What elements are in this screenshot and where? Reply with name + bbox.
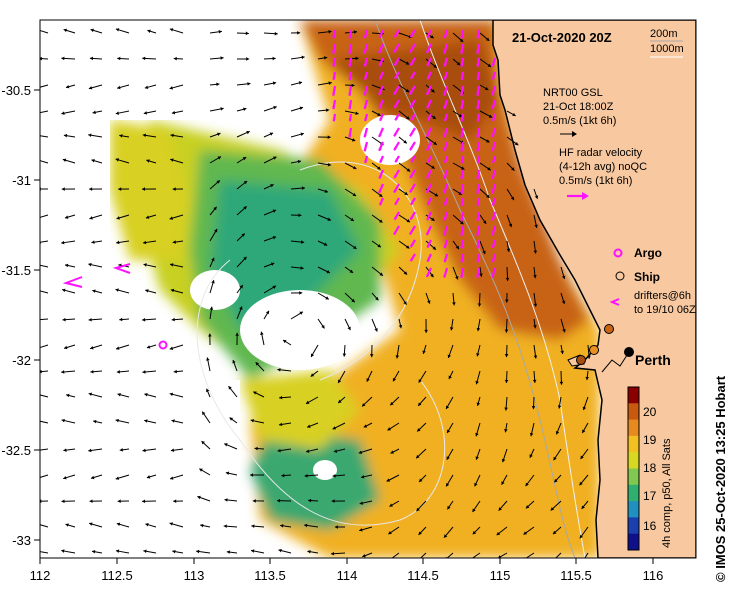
y-tick-32: -32: [12, 353, 31, 368]
drifter-tracks: [62, 263, 131, 288]
date-label: 21-Oct-2020 20Z: [512, 30, 612, 45]
perth-label: Perth: [635, 352, 671, 368]
credit-text: © IMOS 25-Oct-2020 13:25 Hobart: [713, 375, 728, 582]
x-tick-113: 113: [184, 568, 205, 583]
perth-road: [601, 351, 630, 373]
argo-float-marker: [158, 340, 168, 350]
colorbar-tick-19: 19: [643, 433, 657, 447]
colorbar-cell: [628, 501, 639, 518]
gsl-label-title: NRT00 GSL: [543, 87, 603, 99]
legend-drifter-marker: [609, 298, 620, 306]
y-tick-labels: -30.5 -31 -31.5 -32 -32.5 -33: [1, 83, 31, 548]
x-axis: [39, 558, 654, 564]
legend-ship-label: Ship: [634, 270, 660, 284]
x-tick-115.5: 115.5: [560, 568, 592, 583]
colorbar-cell: [628, 435, 639, 453]
colorbar-tick-16: 16: [643, 519, 657, 533]
y-tick-32.5: -32.5: [1, 443, 31, 458]
gsl-current-arrows: [40, 28, 591, 558]
legend-argo-label: Argo: [634, 246, 662, 260]
colorbar-cell: [628, 468, 639, 486]
colorbar-cell: [628, 419, 639, 437]
x-tick-115: 115: [490, 568, 511, 583]
map-frame: [39, 19, 697, 559]
legend-argo-marker: [613, 248, 623, 258]
legend-drifter-date: to 19/10 06Z: [634, 304, 696, 316]
gsl-label-scale: 0.5m/s (1kt 6h): [543, 115, 616, 127]
x-tick-114.5: 114.5: [407, 568, 439, 583]
isobaths: [196, 20, 586, 558]
y-tick-30.5: -30.5: [1, 83, 31, 98]
map-legend: 21-Oct-2020 20Z 200m 1000m NRT00 GSL 21-…: [512, 28, 696, 368]
gsl-label-time: 21-Oct 18:00Z: [543, 101, 614, 113]
x-tick-112: 112: [30, 568, 51, 583]
isobath-label-1000: 1000m: [650, 43, 684, 55]
colorbar-cell: [628, 452, 639, 469]
land: [492, 20, 696, 558]
colorbar-cell: [628, 403, 639, 421]
legend-drifter-label: drifters@6h: [634, 290, 691, 302]
hf-label-title: HF radar velocity: [559, 147, 643, 159]
x-tick-114: 114: [337, 568, 358, 583]
colorbar: 20 19 18 17 16 4h comp, p50, All Sats: [627, 386, 673, 551]
hf-radar-arrows: [332, 29, 497, 279]
hf-label-scale: 0.5m/s (1kt 6h): [559, 175, 632, 187]
x-tick-113.5: 113.5: [254, 568, 286, 583]
map-plot-area: 21-Oct-2020 20Z 200m 1000m NRT00 GSL 21-…: [40, 20, 696, 558]
y-axis: [34, 89, 40, 541]
isobath-label-200: 200m: [650, 28, 678, 40]
y-tick-33: -33: [12, 533, 31, 548]
hf-label-avg: (4-12h avg) noQC: [559, 161, 647, 173]
colorbar-cell: [628, 533, 639, 551]
x-tick-labels: 112 112.5 113 113.5 114 114.5 115 115.5 …: [30, 568, 664, 583]
colorbar-tick-18: 18: [643, 461, 657, 475]
x-tick-112.5: 112.5: [101, 568, 133, 583]
colorbar-label: 4h comp, p50, All Sats: [661, 438, 673, 548]
colorbar-cell: [628, 517, 639, 535]
colorbar-tick-17: 17: [643, 489, 657, 503]
legend-ship-marker: [615, 271, 625, 281]
colorbar-cell: [628, 387, 639, 404]
x-tick-116: 116: [643, 568, 664, 583]
y-tick-31.5: -31.5: [1, 263, 31, 278]
y-tick-31: -31: [12, 173, 31, 188]
colorbar-cell: [628, 484, 639, 502]
colorbar-tick-20: 20: [643, 405, 657, 419]
